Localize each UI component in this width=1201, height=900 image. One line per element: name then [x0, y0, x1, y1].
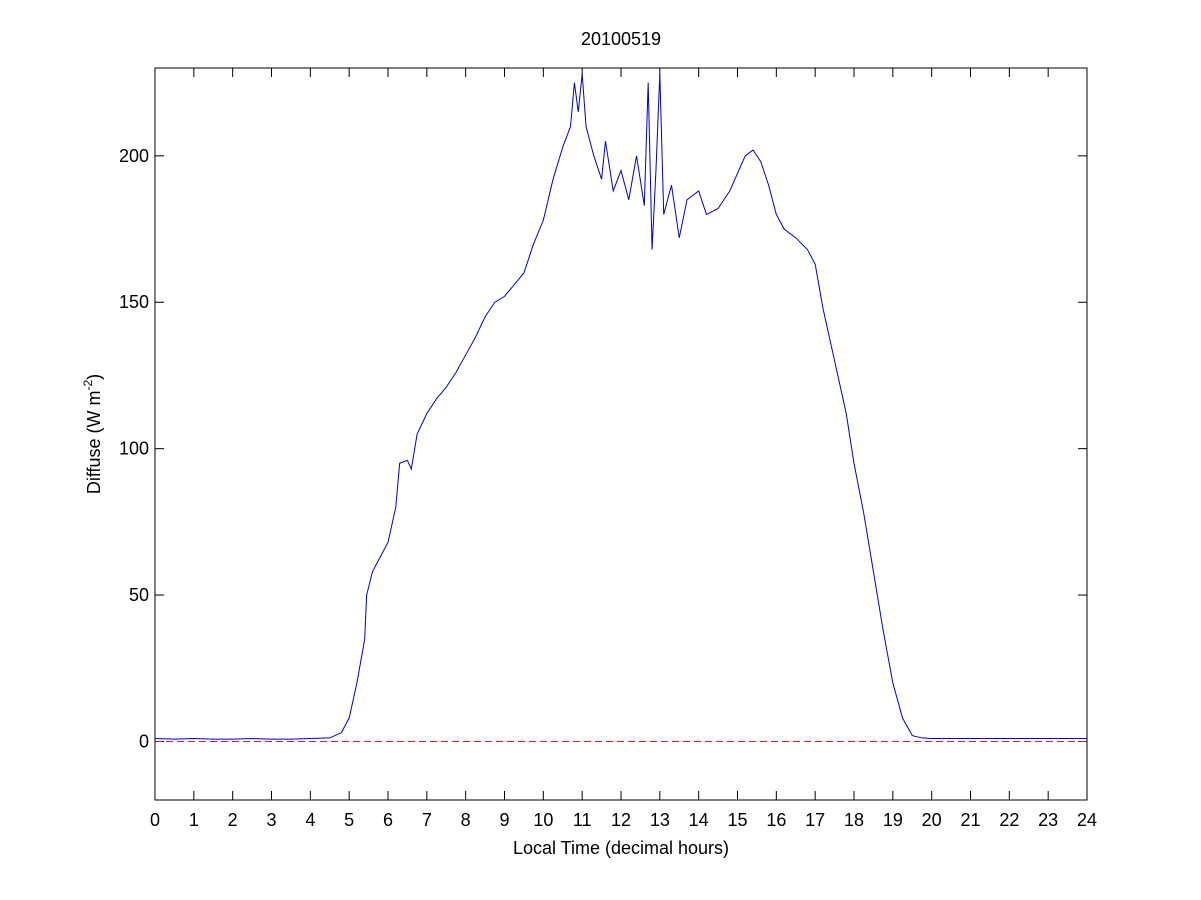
x-tick-label: 2: [228, 810, 238, 830]
y-axis-label: Diffuse (W m-2): [81, 374, 104, 494]
x-tick-label: 19: [883, 810, 903, 830]
x-tick-label: 4: [305, 810, 315, 830]
x-tick-label: 14: [689, 810, 709, 830]
x-tick-label: 3: [266, 810, 276, 830]
x-tick-label: 15: [727, 810, 747, 830]
axes-box: [154, 67, 1088, 801]
x-tick-label: 21: [960, 810, 980, 830]
x-tick-label: 20: [922, 810, 942, 830]
x-tick-label: 22: [999, 810, 1019, 830]
y-tick-label: 0: [139, 731, 149, 751]
x-tick-label: 17: [805, 810, 825, 830]
x-axis-label: Local Time (decimal hours): [513, 838, 729, 858]
data-line: [154, 73, 1087, 740]
x-tick-label: 5: [344, 810, 354, 830]
x-tick-label: 0: [150, 810, 160, 830]
x-tick-label: 12: [611, 810, 631, 830]
chart-title: 20100519: [581, 29, 661, 49]
y-axis-label-sup: -2: [81, 379, 95, 390]
y-tick-label: 50: [129, 585, 149, 605]
x-tick-label: 18: [844, 810, 864, 830]
x-tick-label: 7: [422, 810, 432, 830]
x-tick-label: 23: [1038, 810, 1058, 830]
x-tick-label: 11: [573, 810, 592, 830]
x-tick-label: 1: [189, 810, 199, 830]
x-tick-label: 10: [533, 810, 553, 830]
y-tick-label: 100: [119, 439, 149, 459]
x-tick-label: 16: [766, 810, 786, 830]
x-tick-label: 13: [650, 810, 670, 830]
y-tick-label: 150: [119, 292, 149, 312]
y-axis-label-text: Diffuse (W m: [84, 390, 104, 494]
x-tick-label: 6: [383, 810, 393, 830]
x-tick-label: 24: [1077, 810, 1097, 830]
x-tick-label: 8: [461, 810, 471, 830]
y-axis-label-end: ): [84, 374, 104, 380]
plot-area: [155, 68, 1087, 800]
y-tick-label: 200: [119, 146, 149, 166]
x-tick-label: 9: [499, 810, 509, 830]
